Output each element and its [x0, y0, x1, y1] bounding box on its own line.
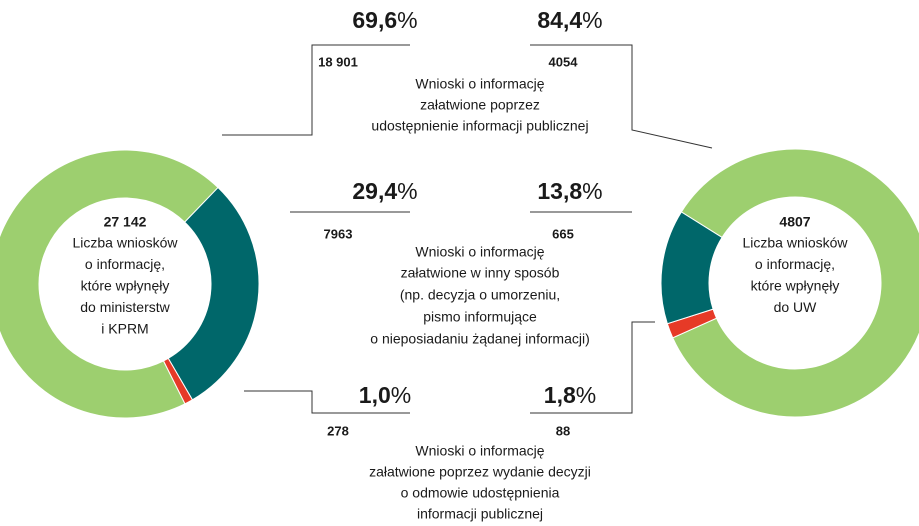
count-label: 18 901 — [318, 54, 358, 69]
count-label: 7963 — [324, 226, 353, 241]
category-label: o nieposiadaniu żądanej informacji) — [370, 331, 589, 347]
donut-segment — [660, 211, 723, 325]
center-label: Liczba wniosków — [742, 235, 848, 251]
donut-segment — [672, 148, 919, 418]
category-label: o odmowie udostępnienia — [401, 485, 560, 501]
count-label: 88 — [556, 423, 570, 438]
leader-line — [244, 390, 410, 414]
donut-segment — [162, 357, 194, 405]
leader-line — [530, 321, 655, 414]
count-label: 665 — [552, 226, 574, 241]
leader-lines — [222, 44, 713, 414]
center-label: które wpłynęły — [751, 278, 840, 294]
category-label: Wnioski o informację — [415, 244, 544, 260]
percent-label: 1,0% — [359, 382, 411, 408]
center-label: o informację, — [755, 256, 835, 272]
category-label: Wnioski o informację — [415, 76, 544, 92]
category-label: (np. decyzja o umorzeniu, — [400, 287, 560, 303]
percent-label: 69,6% — [352, 7, 417, 33]
center-label: do ministerstw — [80, 299, 170, 315]
category-label: udostępnienie informacji publicznej — [371, 118, 588, 134]
center-label: i KPRM — [101, 321, 148, 337]
center-label: które wpłynęły — [81, 278, 170, 294]
percent-label: 84,4% — [537, 7, 602, 33]
count-label: 4054 — [549, 54, 579, 69]
center-label: o informację, — [85, 256, 165, 272]
category-label: załatwione poprzez wydanie decyzji — [369, 464, 591, 480]
percent-label: 13,8% — [537, 178, 602, 204]
donut-segment — [0, 149, 219, 419]
category-label: pismo informujące — [423, 309, 537, 325]
category-label: załatwione poprzez — [420, 97, 540, 113]
category-label: informacji publicznej — [417, 506, 543, 522]
category-label: załatwione w inny sposób — [401, 265, 560, 281]
donut-segment — [167, 186, 260, 401]
category-label: Wnioski o informację — [415, 443, 544, 459]
center-value: 4807 — [779, 214, 810, 230]
count-label: 278 — [327, 423, 349, 438]
center-value: 27 142 — [104, 214, 147, 230]
center-label: do UW — [774, 299, 818, 315]
percent-label: 29,4% — [352, 178, 417, 204]
center-label: Liczba wniosków — [72, 235, 178, 251]
leader-line — [530, 44, 713, 149]
percent-label: 1,8% — [544, 382, 596, 408]
leader-line — [222, 44, 410, 136]
